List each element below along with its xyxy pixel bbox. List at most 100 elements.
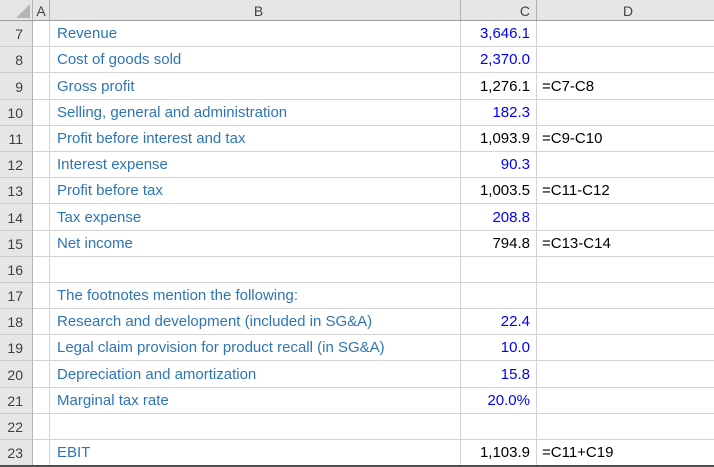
cell-A23[interactable] <box>33 440 50 467</box>
cell-D19[interactable] <box>537 335 714 362</box>
cell-C11[interactable]: 1,093.9 <box>461 125 537 152</box>
cell-D18[interactable] <box>537 309 714 336</box>
cell-A20[interactable] <box>33 361 50 388</box>
cell-C15[interactable]: 794.8 <box>461 230 537 257</box>
cell-C14[interactable]: 208.8 <box>461 204 537 231</box>
cell-B15[interactable]: Net income <box>50 230 461 257</box>
cell-A19[interactable] <box>33 335 50 362</box>
cell-D21[interactable] <box>537 387 714 414</box>
cell-D16[interactable] <box>537 256 714 283</box>
cell-B16[interactable] <box>50 256 461 283</box>
cell-value: 90.3 <box>500 156 530 174</box>
cell-B20[interactable]: Depreciation and amortization <box>50 361 461 388</box>
cell-C7[interactable]: 3,646.1 <box>461 21 537 48</box>
table-row: 19 Legal claim provision for product reca… <box>0 335 714 362</box>
cell-A7[interactable] <box>33 21 50 48</box>
cell-B11[interactable]: Profit before interest and tax <box>50 125 461 152</box>
cell-A21[interactable] <box>33 387 50 414</box>
cell-C23[interactable]: 1,103.9 <box>461 440 537 467</box>
cell-B10[interactable]: Selling, general and administration <box>50 99 461 126</box>
row-header-15[interactable]: 15 <box>0 230 33 257</box>
cell-B21[interactable]: Marginal tax rate <box>50 387 461 414</box>
column-header-b[interactable]: B <box>50 0 461 20</box>
cell-D9[interactable]: =C7-C8 <box>537 73 714 100</box>
cell-B17[interactable]: The footnotes mention the following: <box>50 282 461 310</box>
cell-label: Depreciation and amortization <box>57 365 257 383</box>
cell-B14[interactable]: Tax expense <box>50 204 461 231</box>
cell-D23[interactable]: =C11+C19 <box>537 440 714 467</box>
cell-A16[interactable] <box>33 256 50 283</box>
cell-C22[interactable] <box>461 413 537 440</box>
cell-D11[interactable]: =C9-C10 <box>537 125 714 152</box>
cell-C20[interactable]: 15.8 <box>461 361 537 388</box>
cell-C9[interactable]: 1,276.1 <box>461 73 537 100</box>
cell-formula-text: =C9-C10 <box>542 129 603 147</box>
cell-C16[interactable] <box>461 256 537 283</box>
row-header-21[interactable]: 21 <box>0 387 33 414</box>
cell-C18[interactable]: 22.4 <box>461 309 537 336</box>
cell-D17[interactable] <box>537 282 714 310</box>
cell-B8[interactable]: Cost of goods sold <box>50 47 461 74</box>
row-header-13[interactable]: 13 <box>0 178 33 205</box>
row-header-10[interactable]: 10 <box>0 99 33 126</box>
cell-A10[interactable] <box>33 99 50 126</box>
cell-D15[interactable]: =C13-C14 <box>537 230 714 257</box>
cell-value: 1,276.1 <box>479 77 530 95</box>
cell-A17[interactable] <box>33 282 50 310</box>
row-header-12[interactable]: 12 <box>0 151 33 179</box>
cell-A11[interactable] <box>33 125 50 152</box>
cell-A15[interactable] <box>33 230 50 257</box>
cell-D12[interactable] <box>537 151 714 179</box>
column-header-c[interactable]: C <box>461 0 537 20</box>
row-header-17[interactable]: 17 <box>0 282 33 310</box>
cell-B23[interactable]: EBIT <box>50 440 461 467</box>
row-header-8[interactable]: 8 <box>0 47 33 74</box>
cell-A12[interactable] <box>33 151 50 179</box>
row-header-23[interactable]: 23 <box>0 440 33 467</box>
cell-C8[interactable]: 2,370.0 <box>461 47 537 74</box>
row-header-14[interactable]: 14 <box>0 204 33 231</box>
row-header-9[interactable]: 9 <box>0 73 33 100</box>
select-all-corner[interactable] <box>0 0 33 20</box>
cell-label: The footnotes mention the following: <box>57 287 298 305</box>
cell-D8[interactable] <box>537 47 714 74</box>
row-header-22[interactable]: 22 <box>0 413 33 440</box>
row-header-7[interactable]: 7 <box>0 21 33 48</box>
column-header-d[interactable]: D <box>537 0 714 20</box>
cell-C13[interactable]: 1,003.5 <box>461 178 537 205</box>
row-header-18[interactable]: 18 <box>0 309 33 336</box>
cell-A18[interactable] <box>33 309 50 336</box>
row-header-16[interactable]: 16 <box>0 256 33 283</box>
cell-C12[interactable]: 90.3 <box>461 151 537 179</box>
cell-C10[interactable]: 182.3 <box>461 99 537 126</box>
cell-B22[interactable] <box>50 413 461 440</box>
cell-C19[interactable]: 10.0 <box>461 335 537 362</box>
column-header-a[interactable]: A <box>33 0 50 20</box>
cell-C17[interactable] <box>461 282 537 310</box>
row-header-19[interactable]: 19 <box>0 335 33 362</box>
cell-A13[interactable] <box>33 178 50 205</box>
cell-D14[interactable] <box>537 204 714 231</box>
cell-D20[interactable] <box>537 361 714 388</box>
cell-formula-text: =C11-C12 <box>542 182 610 200</box>
cell-D13[interactable]: =C11-C12 <box>537 178 714 205</box>
row-header-20[interactable]: 20 <box>0 361 33 388</box>
table-row: 16 <box>0 256 714 283</box>
cell-D22[interactable] <box>537 413 714 440</box>
cell-B12[interactable]: Interest expense <box>50 151 461 179</box>
cell-A14[interactable] <box>33 204 50 231</box>
row-header-11[interactable]: 11 <box>0 125 33 152</box>
cell-B19[interactable]: Legal claim provision for product recall… <box>50 335 461 362</box>
cell-D10[interactable] <box>537 99 714 126</box>
cell-A22[interactable] <box>33 413 50 440</box>
cell-B18[interactable]: Research and development (included in SG… <box>50 309 461 336</box>
cell-A8[interactable] <box>33 47 50 74</box>
cell-C21[interactable]: 20.0% <box>461 387 537 414</box>
table-row: 17 The footnotes mention the following: <box>0 282 714 310</box>
cell-B9[interactable]: Gross profit <box>50 73 461 100</box>
cell-label: Gross profit <box>57 77 135 95</box>
cell-B7[interactable]: Revenue <box>50 21 461 48</box>
cell-A9[interactable] <box>33 73 50 100</box>
cell-D7[interactable] <box>537 21 714 48</box>
cell-B13[interactable]: Profit before tax <box>50 178 461 205</box>
